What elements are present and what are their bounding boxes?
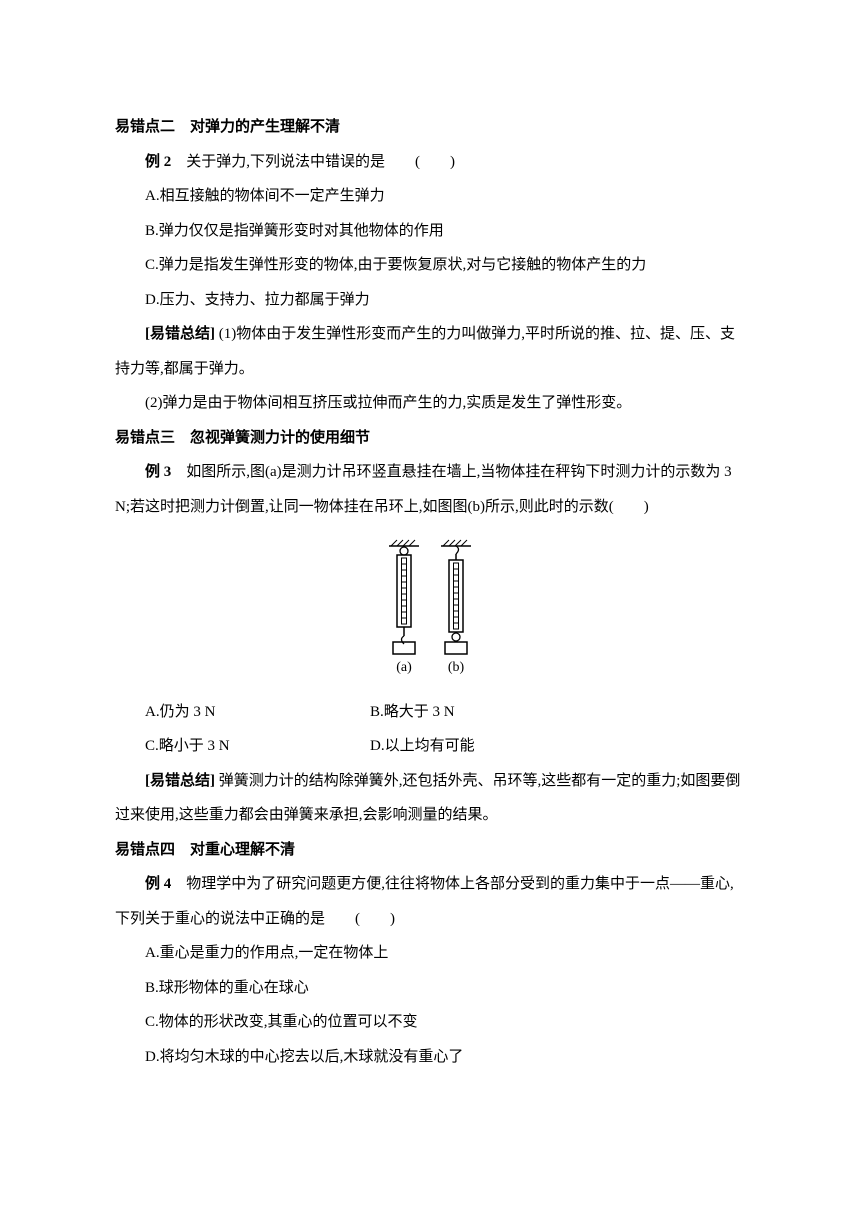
example-2-summary-1: [易错总结] (1)物体由于发生弹性形变而产生的力叫做弹力,平时所说的推、拉、提…: [115, 317, 745, 386]
example-4-option-d: D.将均匀木球的中心挖去以后,木球就没有重心了: [115, 1040, 745, 1075]
example-2-text: 关于弹力,下列说法中错误的是 ( ): [171, 154, 455, 170]
section-4: 易错点四 对重心理解不清 例 4 物理学中为了研究问题更方便,往往将物体上各部分…: [115, 833, 745, 1075]
gauge-a-label: (a): [396, 658, 412, 678]
example-3-summary: [易错总结] 弹簧测力计的结构除弹簧外,还包括外壳、吊环等,这些都有一定的重力;…: [115, 764, 745, 833]
section-3-heading: 易错点三 忽视弹簧测力计的使用细节: [115, 421, 745, 456]
example-2-option-d: D.压力、支持力、拉力都属于弹力: [115, 283, 745, 318]
page: 易错点二 对弹力的产生理解不清 例 2 关于弹力,下列说法中错误的是 ( ) A…: [0, 0, 860, 1216]
example-2-stem: 例 2 关于弹力,下列说法中错误的是 ( ): [115, 145, 745, 180]
gauge-b-label: (b): [448, 658, 464, 678]
gauge-b-icon: [439, 538, 473, 656]
example-4-option-b: B.球形物体的重心在球心: [115, 971, 745, 1006]
example-3-option-d: D.以上均有可能: [370, 729, 745, 764]
section-4-heading: 易错点四 对重心理解不清: [115, 833, 745, 868]
example-4-label: 例 4: [145, 876, 171, 892]
example-4-option-a: A.重心是重力的作用点,一定在物体上: [115, 936, 745, 971]
example-4-text: 物理学中为了研究问题更方便,往往将物体上各部分受到的重力集中于一点——重心,下列…: [115, 876, 734, 927]
example-3-figure: (a): [115, 524, 745, 686]
gauge-a-icon: [387, 538, 421, 656]
example-3-text: 如图所示,图(a)是测力计吊环竖直悬挂在墙上,当物体挂在秤钩下时测力计的示数为 …: [115, 464, 732, 515]
example-3-option-b: B.略大于 3 N: [370, 695, 745, 730]
example-3-label: 例 3: [145, 464, 171, 480]
example-3-options: A.仍为 3 N B.略大于 3 N C.略小于 3 N D.以上均有可能: [145, 695, 745, 764]
section-3: 易错点三 忽视弹簧测力计的使用细节 例 3 如图所示,图(a)是测力计吊环竖直悬…: [115, 421, 745, 833]
gauge-a: (a): [387, 538, 421, 678]
summary-label: [易错总结]: [145, 326, 215, 342]
example-2-option-a: A.相互接触的物体间不一定产生弹力: [115, 179, 745, 214]
example-2-label: 例 2: [145, 154, 171, 170]
example-2-option-c: C.弹力是指发生弹性形变的物体,由于要恢复原状,对与它接触的物体产生的力: [115, 248, 745, 283]
example-2-option-b: B.弹力仅仅是指弹簧形变时对其他物体的作用: [115, 214, 745, 249]
gauge-b: (b): [439, 538, 473, 678]
example-4-option-c: C.物体的形状改变,其重心的位置可以不变: [115, 1005, 745, 1040]
example-3-option-c: C.略小于 3 N: [145, 729, 370, 764]
example-4-stem: 例 4 物理学中为了研究问题更方便,往往将物体上各部分受到的重力集中于一点——重…: [115, 867, 745, 936]
spacer: [115, 686, 745, 695]
example-3-option-a: A.仍为 3 N: [145, 695, 370, 730]
summary-label: [易错总结]: [145, 773, 215, 789]
section-2: 易错点二 对弹力的产生理解不清 例 2 关于弹力,下列说法中错误的是 ( ) A…: [115, 110, 745, 421]
example-2-summary-2: (2)弹力是由于物体间相互挤压或拉伸而产生的力,实质是发生了弹性形变。: [115, 386, 745, 421]
section-2-heading: 易错点二 对弹力的产生理解不清: [115, 110, 745, 145]
example-3-stem: 例 3 如图所示,图(a)是测力计吊环竖直悬挂在墙上,当物体挂在秤钩下时测力计的…: [115, 455, 745, 524]
